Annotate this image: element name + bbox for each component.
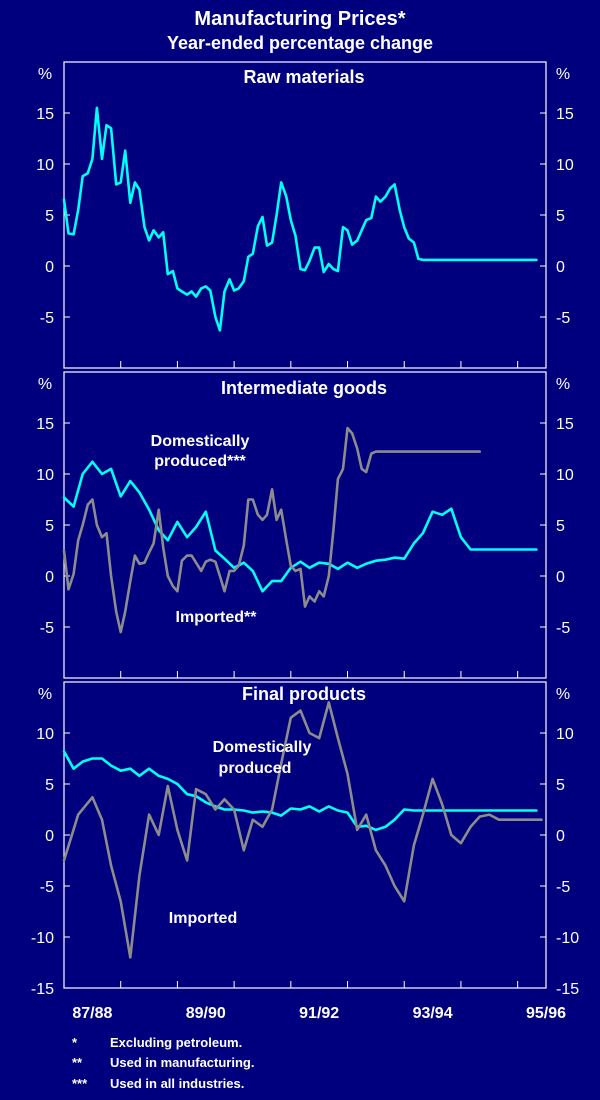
panel-1: Raw materials% % 15 15 10 10 5 5 0 0 -5 -5 [36,61,574,369]
y-tick-label-left: -10 [31,930,54,947]
chart-title: Manufacturing Prices* [194,8,405,30]
x-tick-label: 89/90 [186,1005,226,1022]
y-tick-label-left: -5 [40,310,54,327]
footnote-marker: ** [72,1055,83,1070]
y-unit-label-left: % [38,686,52,703]
series-line [62,106,538,332]
panel-2: Intermediate goods% % 15 15 10 10 5 5 0 0 -5 -5 Dome… [36,371,574,679]
footnotes: * Excluding petroleum. ** Used in manufa… [72,1035,254,1091]
y-tick-label-right: -10 [556,930,579,947]
y-tick-label-right: 15 [556,416,574,433]
series-annotation: Imported** [176,609,258,626]
y-tick-label-left: 10 [36,467,54,484]
y-tick-label-left: 5 [45,777,54,794]
y-unit-label-right: % [556,66,570,83]
panel-frame [63,61,547,369]
series-line [62,750,538,832]
y-tick-label-right: -5 [556,310,570,327]
footnote-text: Used in manufacturing. [110,1055,254,1070]
x-tick-label: 95/96 [526,1005,566,1022]
footnote-text: Used in all industries. [110,1076,244,1091]
panel-title: Final products [242,684,366,704]
x-tick-label: 93/94 [413,1005,453,1022]
y-tick-label-left: 0 [45,828,54,845]
y-tick-label-left: 5 [45,208,54,225]
panel-3: Final products% % 10 10 5 5 0 0 -5 -5 -10 -10 -15 -15… [31,681,579,1022]
y-tick-label-left: 15 [36,416,54,433]
y-tick-label-left: -15 [31,981,54,998]
y-tick-label-right: 15 [556,106,574,123]
y-tick-label-right: 5 [556,777,565,794]
y-tick-label-right: -5 [556,620,570,637]
y-unit-label-right: % [556,686,570,703]
series-annotation: produced [219,760,292,777]
series-line [62,701,543,959]
y-tick-label-right: 10 [556,467,574,484]
y-tick-label-left: 15 [36,106,54,123]
y-tick-label-left: 10 [36,726,54,743]
y-tick-label-left: 5 [45,518,54,535]
series-line [62,426,482,634]
y-tick-label-right: 10 [556,726,574,743]
x-tick-label: 87/88 [72,1005,112,1022]
footnote-text: Excluding petroleum. [110,1035,242,1050]
y-tick-label-left: 0 [45,259,54,276]
y-tick-label-right: 0 [556,259,565,276]
series-annotation: produced*** [154,453,246,470]
y-tick-label-right: 10 [556,157,574,174]
y-tick-label-right: 5 [556,208,565,225]
series-annotation: Domestically [151,433,250,450]
y-tick-label-left: 10 [36,157,54,174]
y-tick-label-left: -5 [40,620,54,637]
footnote-marker: * [72,1035,78,1050]
y-tick-label-right: 0 [556,828,565,845]
y-tick-label-left: 0 [45,569,54,586]
y-unit-label-right: % [556,376,570,393]
y-tick-label-left: -5 [40,879,54,896]
series-annotation: Domestically [213,739,312,756]
y-unit-label-left: % [38,66,52,83]
y-unit-label-left: % [38,376,52,393]
y-tick-label-right: 5 [556,518,565,535]
panel-title: Intermediate goods [221,378,387,398]
y-tick-label-right: -15 [556,981,579,998]
chart-subtitle: Year-ended percentage change [167,33,433,53]
x-tick-label: 91/92 [299,1005,339,1022]
series-annotation: Imported [169,910,237,927]
panel-frame [63,681,547,989]
footnote-marker: *** [72,1076,88,1091]
panel-frame [63,371,547,679]
y-tick-label-right: -5 [556,879,570,896]
series-line [62,460,538,593]
panel-title: Raw materials [243,67,364,87]
y-tick-label-right: 0 [556,569,565,586]
